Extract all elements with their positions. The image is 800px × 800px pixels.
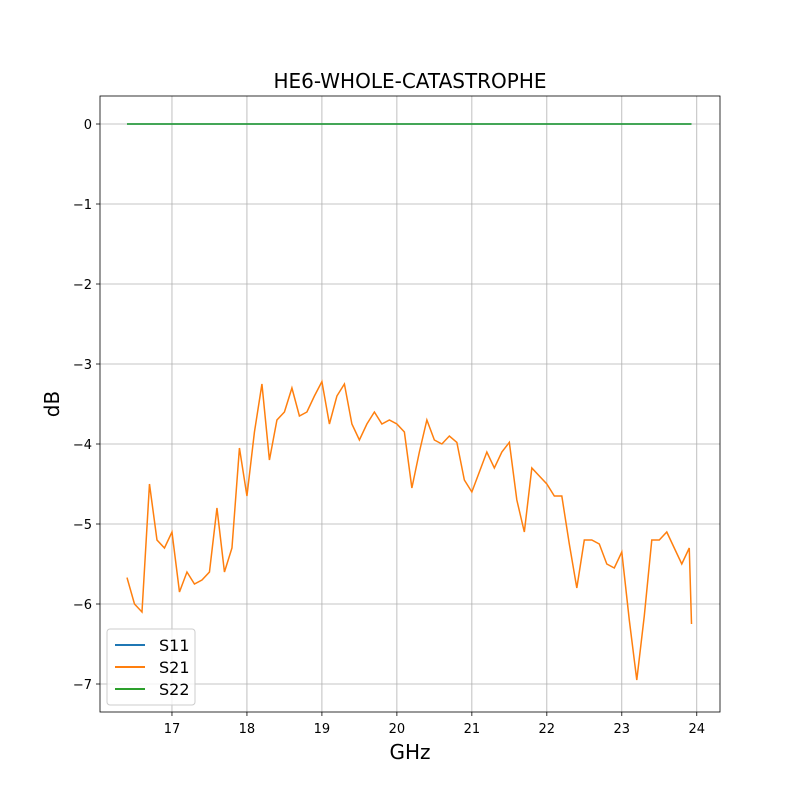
plot-frame <box>99 95 721 713</box>
legend-label: S21 <box>159 658 190 677</box>
x-tick-label: 23 <box>614 722 631 737</box>
x-tick-label: 18 <box>239 722 256 737</box>
y-tick-label: −1 <box>73 198 92 213</box>
y-tick-label: −3 <box>73 358 92 373</box>
x-axis-label: GHz <box>389 740 430 764</box>
y-tick-label: −7 <box>73 678 92 693</box>
series-line <box>126 379 693 681</box>
legend: S11 S21 S22 <box>106 628 196 706</box>
x-tick-label: 20 <box>389 722 406 737</box>
legend-label: S22 <box>159 680 190 699</box>
legend-label: S11 <box>159 636 190 655</box>
x-tick-label: 24 <box>688 722 705 737</box>
y-tick-label: 0 <box>84 118 92 133</box>
x-tick-label: 19 <box>314 722 331 737</box>
x-tick-label: 22 <box>539 722 556 737</box>
x-tick-label: 21 <box>464 722 481 737</box>
y-axis-label: dB <box>40 391 64 417</box>
chart-title: HE6-WHOLE-CATASTROPHE <box>273 69 546 93</box>
x-tick-label: 17 <box>164 722 181 737</box>
legend-box <box>106 628 196 706</box>
y-tick-label: −4 <box>73 438 92 453</box>
y-tick-label: −5 <box>73 518 92 533</box>
y-tick-label: −2 <box>73 278 92 293</box>
y-tick-label: −6 <box>73 598 92 613</box>
